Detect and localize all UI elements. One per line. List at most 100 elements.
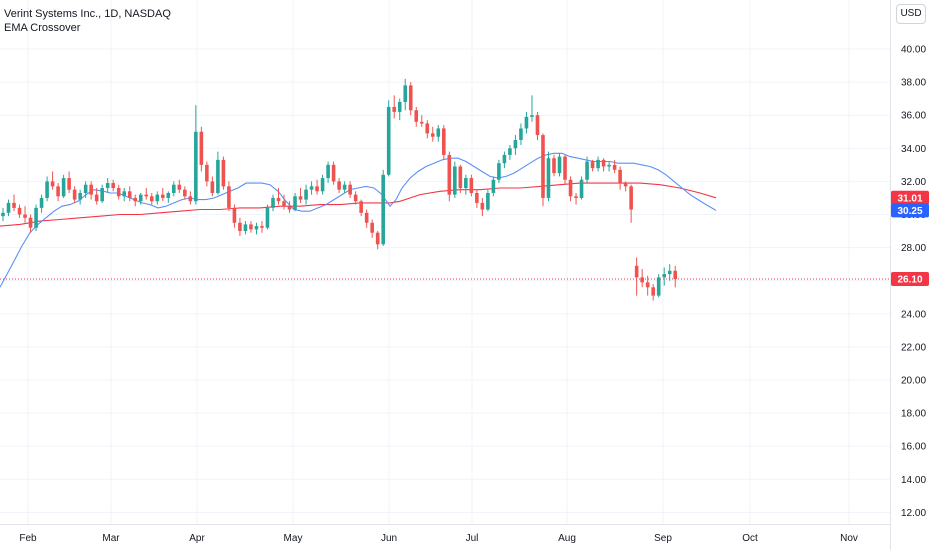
- candle-body: [271, 197, 275, 208]
- candle-body: [601, 159, 606, 167]
- candle-body: [78, 192, 82, 200]
- candle: [629, 184, 633, 223]
- candle-body: [309, 186, 314, 190]
- candle: [425, 120, 430, 139]
- candle: [568, 176, 573, 202]
- candle: [227, 181, 231, 212]
- candle-body: [629, 186, 633, 210]
- candle: [6, 199, 11, 217]
- candle-body: [105, 183, 110, 189]
- ema-slow-price-label: 31.01: [891, 190, 929, 205]
- candle: [508, 144, 512, 160]
- candle-body: [480, 202, 485, 210]
- candle: [216, 151, 220, 195]
- y-tick-label: 38.00: [901, 78, 926, 89]
- candle: [238, 217, 242, 237]
- candle: [601, 158, 606, 172]
- candle: [359, 199, 363, 217]
- currency-button[interactable]: USD: [896, 4, 926, 24]
- candle: [464, 174, 468, 195]
- x-tick-label: Sep: [654, 533, 672, 544]
- candle-body: [557, 156, 562, 174]
- candle: [579, 176, 584, 200]
- grid: [0, 0, 890, 524]
- candle-body: [359, 201, 363, 213]
- candle: [188, 191, 193, 205]
- candle-body: [304, 189, 308, 200]
- candle: [447, 151, 452, 202]
- candle-body: [45, 181, 49, 198]
- candle-body: [183, 189, 187, 197]
- candle-body: [552, 158, 556, 174]
- candle-body: [381, 174, 385, 245]
- candle-body: [205, 164, 209, 182]
- candle-body: [667, 270, 672, 275]
- y-tick-label: 18.00: [901, 409, 926, 420]
- candle: [337, 178, 341, 193]
- candle: [386, 100, 391, 177]
- y-tick-label: 34.00: [901, 144, 926, 155]
- candle-body: [497, 163, 501, 180]
- candle: [634, 257, 639, 296]
- candle: [111, 179, 115, 192]
- candle: [56, 183, 60, 202]
- candle: [50, 171, 55, 190]
- candle-body: [486, 192, 490, 210]
- x-tick-label: Jul: [466, 533, 479, 544]
- candle-body: [34, 207, 38, 228]
- candle-body: [149, 196, 154, 202]
- candle: [612, 159, 617, 174]
- time-axis[interactable]: Feb Mar Apr May Jun Jul Aug Sep Oct Nov: [19, 533, 858, 544]
- candle: [430, 126, 435, 142]
- candle: [331, 161, 336, 185]
- candle-body: [177, 184, 182, 190]
- ema-slow-line: [0, 182, 717, 227]
- candle: [116, 184, 121, 200]
- candle-body: [447, 154, 452, 195]
- candle-body: [623, 183, 628, 187]
- candle-body: [634, 265, 639, 278]
- candle: [397, 98, 402, 121]
- candle: [265, 204, 270, 230]
- candle: [519, 123, 523, 145]
- candle-body: [221, 159, 226, 187]
- candle-body: [6, 202, 11, 213]
- indicator-name[interactable]: EMA Crossover: [4, 22, 81, 34]
- candle-body: [353, 194, 358, 202]
- candle: [94, 188, 99, 205]
- x-tick-label: Aug: [558, 533, 576, 544]
- candle: [370, 219, 374, 238]
- candle: [326, 161, 330, 184]
- candle: [309, 181, 314, 195]
- candle-body: [94, 194, 99, 202]
- candle-body: [337, 181, 341, 190]
- candle-body: [513, 140, 518, 149]
- x-tick-label: Jun: [381, 533, 397, 544]
- candle: [458, 164, 463, 193]
- candle: [607, 161, 611, 172]
- candle-body: [23, 214, 27, 218]
- candle-body: [50, 181, 55, 187]
- candle: [28, 214, 33, 233]
- candle: [419, 115, 424, 127]
- candle-body: [249, 224, 253, 230]
- candle-body: [89, 184, 93, 195]
- candle: [298, 188, 303, 203]
- candle-body: [331, 164, 336, 182]
- candle-body: [618, 169, 622, 184]
- y-tick-label: 28.00: [901, 243, 926, 254]
- candle: [166, 191, 171, 203]
- candle: [491, 176, 496, 197]
- candle-body: [607, 164, 611, 167]
- candle: [205, 161, 209, 187]
- candle-body: [61, 178, 66, 197]
- candle: [353, 191, 358, 205]
- candle-body: [238, 222, 242, 232]
- candle: [254, 222, 259, 235]
- candle-body: [293, 196, 297, 210]
- candle-body: [166, 192, 171, 198]
- candle-body: [116, 188, 121, 197]
- last-price-label-text: 26.10: [897, 275, 922, 286]
- candle-body: [210, 181, 215, 193]
